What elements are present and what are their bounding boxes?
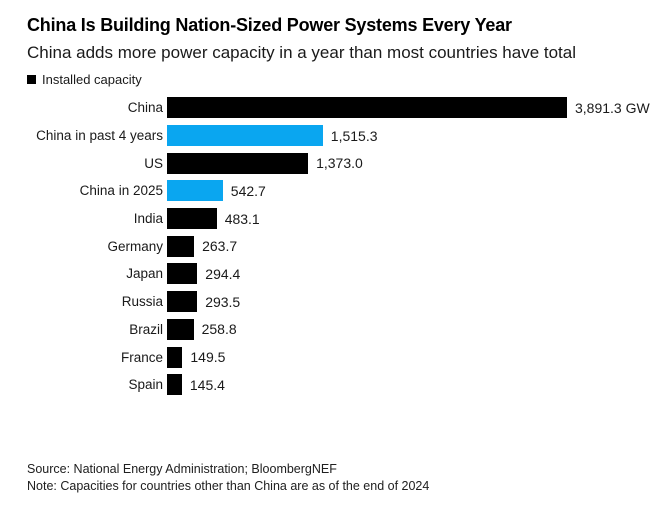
value-label: 1,373.0 — [316, 155, 363, 172]
chart-row: US 1,373.0 — [27, 149, 666, 177]
chart-subtitle: China adds more power capacity in a year… — [27, 43, 577, 62]
chart-row: Spain 145.4 — [27, 371, 666, 399]
chart-row: China 3,891.3 GW — [27, 94, 666, 122]
value-label: 145.4 — [189, 376, 225, 393]
value-label: 542.7 — [230, 182, 266, 199]
value-label: 1,515.3 — [330, 127, 378, 144]
value-label: 294.4 — [205, 265, 241, 282]
value-label: 3,891.3 GW — [575, 99, 650, 116]
chart-footer: Source: National Energy Administration; … — [27, 461, 429, 495]
category-label: China — [127, 100, 163, 116]
source-line: Source: National Energy Administration; … — [27, 462, 337, 476]
category-label: China in 2025 — [79, 183, 163, 199]
bar-brazil — [167, 318, 194, 340]
value-label: 293.5 — [205, 293, 241, 310]
category-label: Spain — [128, 377, 163, 393]
category-label: France — [120, 349, 163, 365]
category-label: Germany — [107, 238, 163, 254]
value-label: 263.7 — [202, 238, 238, 255]
chart-row: China in 2025 542.7 — [27, 177, 666, 205]
bar-france — [167, 346, 183, 368]
chart-row: Japan 294.4 — [27, 260, 666, 288]
category-label: Russia — [121, 294, 163, 310]
value-label: 258.8 — [201, 321, 237, 338]
chart-row: France 149.5 — [27, 343, 666, 371]
chart-row: Germany 263.7 — [27, 232, 666, 260]
category-label: India — [133, 211, 163, 227]
bar-china-in-2025 — [167, 180, 223, 202]
legend-swatch-icon — [27, 75, 36, 84]
value-label: 149.5 — [190, 349, 226, 366]
bar-china-in-past-4-years — [167, 125, 323, 147]
bar-chart: China 3,891.3 GW China in past 4 years 1,51… — [27, 94, 666, 399]
value-label: 483.1 — [224, 210, 260, 227]
bar-russia — [167, 291, 198, 313]
bar-india — [167, 208, 217, 230]
category-label: China in past 4 years — [36, 128, 163, 144]
chart-content: China Is Building Nation-Sized Power Sys… — [27, 15, 666, 399]
bar-japan — [167, 263, 198, 285]
bar-germany — [167, 235, 195, 257]
category-label: Japan — [126, 266, 163, 282]
chart-row: India 483.1 — [27, 205, 666, 233]
page-title: China Is Building Nation-Sized Power Sys… — [27, 15, 512, 35]
note-line: Note: Capacities for countries other tha… — [27, 479, 430, 493]
chart-legend: Installed capacity — [27, 72, 666, 87]
bar-us — [167, 152, 309, 174]
category-label: Brazil — [129, 321, 163, 337]
bar-china — [167, 97, 567, 119]
legend-label: Installed capacity — [42, 72, 142, 87]
chart-row: China in past 4 years 1,515.3 — [27, 122, 666, 150]
bar-spain — [167, 374, 182, 396]
chart-row: Brazil 258.8 — [27, 316, 666, 344]
chart-row: Russia 293.5 — [27, 288, 666, 316]
category-label: US — [144, 155, 163, 171]
